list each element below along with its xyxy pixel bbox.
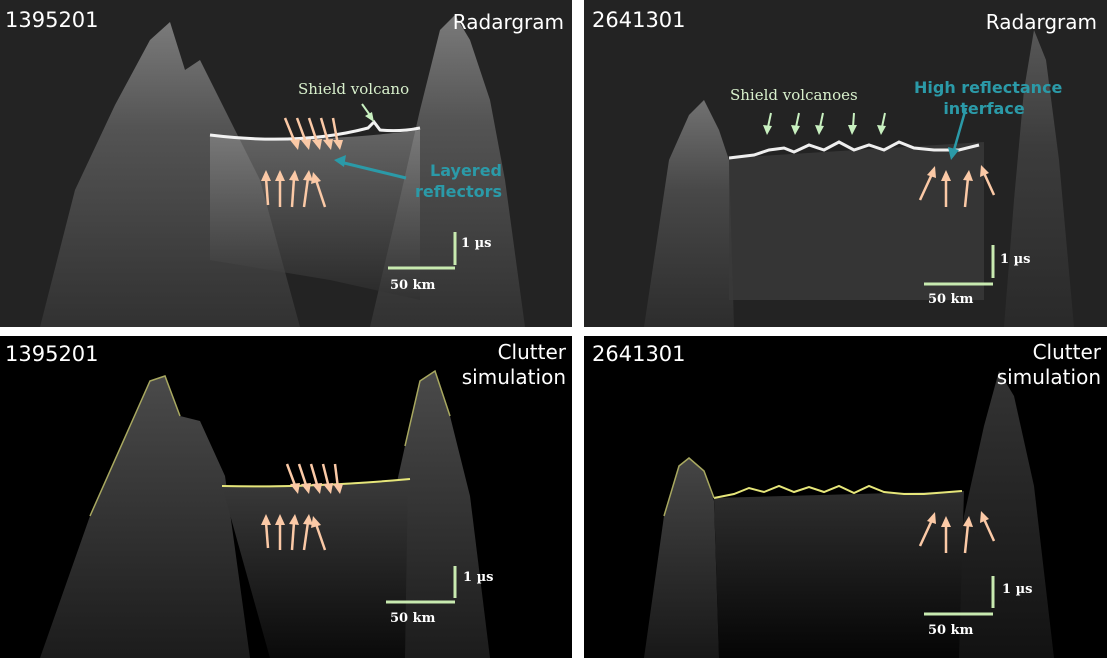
orbit-id-label: 1395201	[5, 342, 99, 366]
scale-bar-icon	[924, 576, 995, 616]
layered-reflectors-line1: Layered	[430, 161, 502, 180]
panel-type-label: Clutter simulation	[462, 340, 566, 390]
annotation-overlay	[261, 103, 457, 270]
high-reflectance-arrow	[948, 107, 968, 160]
scale-time-label: 1 µs	[461, 236, 492, 251]
ice-arrows-upper	[285, 463, 343, 494]
layered-reflectors-arrow	[334, 155, 407, 180]
radargram-image	[644, 30, 1074, 327]
orbit-id-label: 2641301	[592, 342, 686, 366]
panel-type-line2: simulation	[461, 365, 566, 389]
shield-volcano-label: Shield volcano	[298, 80, 410, 98]
scale-distance-label: 50 km	[928, 623, 974, 638]
radargram-panel-2641301: 2641301 Radargram Shield volcanoes High …	[584, 0, 1107, 327]
high-reflectance-label: High reflectance interface	[914, 77, 1063, 119]
orbit-id-label: 1395201	[5, 8, 99, 32]
annotation-overlay	[261, 463, 457, 604]
radargram-panel-1395201: 1395201 Radargram Shield volcano Layered…	[0, 0, 572, 327]
panel-type-label: Radargram	[985, 10, 1097, 34]
ice-arrows	[918, 511, 996, 554]
scale-bar-icon	[388, 232, 457, 270]
orbit-id-label: 2641301	[592, 8, 686, 32]
panel-type-label: Radargram	[452, 10, 564, 34]
panel-type-line1: Clutter	[497, 340, 566, 364]
scale-distance-label: 50 km	[390, 611, 436, 626]
clutter-image	[644, 371, 1054, 658]
scale-bar-icon	[386, 566, 457, 604]
clutter-panel-2641301: 2641301 Clutter simulation 1 µs 50 km	[584, 336, 1107, 658]
layered-reflectors-line2: reflectors	[415, 182, 502, 201]
annotation-overlay	[918, 511, 996, 616]
layered-reflectors-label: Layered reflectors	[415, 160, 502, 202]
shield-volcano-arrows	[763, 112, 886, 135]
panel-type-line1: Clutter	[1032, 340, 1101, 364]
ice-arrows-upper	[283, 117, 343, 150]
panel-type-line2: simulation	[996, 365, 1101, 389]
panel-type-label: Clutter simulation	[997, 340, 1101, 390]
ice-arrows-lower	[261, 514, 327, 551]
scale-distance-label: 50 km	[928, 292, 974, 307]
high-reflectance-line1: High reflectance	[914, 78, 1063, 97]
scale-bar-icon	[924, 245, 995, 286]
radargram-image	[40, 15, 525, 327]
shield-volcano-arrow	[361, 103, 374, 122]
annotation-overlay	[763, 107, 996, 286]
scale-time-label: 1 µs	[463, 570, 494, 585]
ice-arrows	[918, 165, 996, 208]
ice-arrows-lower	[261, 170, 327, 208]
scale-distance-label: 50 km	[390, 278, 436, 293]
clutter-panel-1395201: 1395201 Clutter simulation 1 µs 50 km	[0, 336, 572, 658]
scale-time-label: 1 µs	[1000, 252, 1031, 267]
scale-time-label: 1 µs	[1002, 582, 1033, 597]
shield-volcanoes-label: Shield volcanoes	[730, 86, 858, 104]
